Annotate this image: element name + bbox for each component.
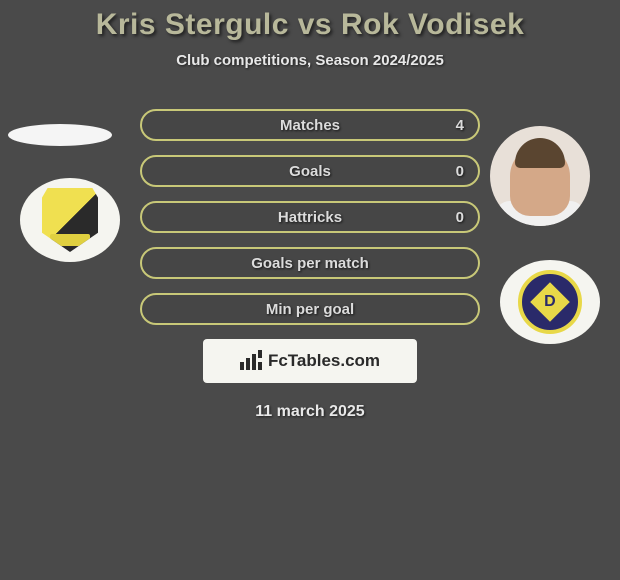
brand-text: FcTables.com bbox=[268, 351, 380, 371]
season-subtitle: Club competitions, Season 2024/2025 bbox=[0, 52, 620, 69]
stat-row-hattricks: Hattricks 0 bbox=[140, 201, 480, 233]
stat-label: Min per goal bbox=[266, 301, 354, 318]
stat-label: Goals bbox=[289, 163, 331, 180]
brand-watermark: FcTables.com bbox=[203, 339, 417, 383]
stat-label: Hattricks bbox=[278, 209, 342, 226]
stat-row-min-per-goal: Min per goal bbox=[140, 293, 480, 325]
stat-row-matches: Matches 4 bbox=[140, 109, 480, 141]
comparison-title: Kris Stergulc vs Rok Vodisek bbox=[0, 8, 620, 42]
infographic-container: Kris Stergulc vs Rok Vodisek Club compet… bbox=[0, 0, 620, 421]
stat-row-goals-per-match: Goals per match bbox=[140, 247, 480, 279]
stat-label: Matches bbox=[280, 117, 340, 134]
stat-value-right: 0 bbox=[456, 163, 464, 180]
stat-value-right: 4 bbox=[456, 117, 464, 134]
bar-chart-icon bbox=[240, 352, 262, 370]
stat-label: Goals per match bbox=[251, 255, 369, 272]
stat-value-right: 0 bbox=[456, 209, 464, 226]
stat-row-goals: Goals 0 bbox=[140, 155, 480, 187]
stats-list: Matches 4 Goals 0 Hattricks 0 Goals per … bbox=[0, 109, 620, 421]
date-text: 11 march 2025 bbox=[0, 403, 620, 421]
